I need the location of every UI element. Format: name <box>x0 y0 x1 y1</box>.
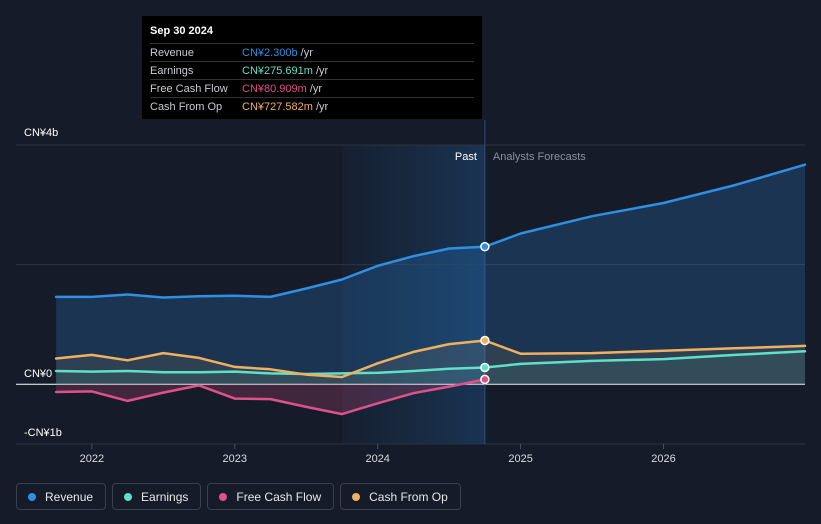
revenue-area <box>56 164 806 385</box>
legend-item-earnings[interactable]: Earnings <box>112 483 202 510</box>
tooltip-label: Revenue <box>150 46 195 59</box>
free-cash-flow-marker <box>480 374 490 385</box>
tooltip-label: Free Cash Flow <box>150 82 228 95</box>
tooltip-unit: /yr <box>300 46 313 59</box>
tooltip-unit: /yr <box>315 100 329 113</box>
tooltip-row-cash-from-op: Cash From Op CN¥727.582m /yr <box>150 97 474 115</box>
free-cash-flow-area <box>56 379 485 415</box>
tooltip-unit: /yr <box>309 82 323 95</box>
tooltip-row-free-cash-flow: Free Cash Flow CN¥80.909m /yr <box>150 79 474 97</box>
tooltip-row-earnings: Earnings CN¥275.691m /yr <box>150 61 474 79</box>
tooltip-row-revenue: Revenue CN¥2.300b /yr <box>150 43 474 61</box>
y-tick-label: -CN¥1b <box>24 427 62 439</box>
earnings-area <box>56 351 806 385</box>
tooltip-label: Cash From Op <box>150 100 223 113</box>
past-label: Past <box>455 151 477 163</box>
y-tick-label: CN¥0 <box>24 368 52 380</box>
legend-label: Cash From Op <box>369 489 448 504</box>
free-cash-flow-line <box>54 378 487 416</box>
forecast-label: Analysts Forecasts <box>493 151 586 163</box>
x-tick-label: 2023 <box>223 453 247 465</box>
legend-label: Revenue <box>45 489 94 504</box>
cash-from-op-line <box>54 339 807 379</box>
cash-from-op-dot-icon <box>352 492 361 501</box>
x-tick-label: 2025 <box>508 453 532 465</box>
y-tick-label: CN¥4b <box>24 127 58 139</box>
tooltip-value: CN¥727.582m <box>242 100 313 113</box>
legend-item-cash-from-op[interactable]: Cash From Op <box>340 483 461 510</box>
tooltip-value: CN¥80.909m <box>242 82 307 95</box>
x-tick-label: 2022 <box>80 453 104 465</box>
revenue-marker <box>480 241 490 252</box>
tooltip-date: Sep 30 2024 <box>150 25 213 37</box>
tooltip: Sep 30 2024 Revenue CN¥2.300b /yr Earnin… <box>142 16 482 119</box>
legend-item-revenue[interactable]: Revenue <box>16 483 107 510</box>
earnings-dot-icon <box>124 492 133 501</box>
legend-item-free-cash-flow[interactable]: Free Cash Flow <box>207 483 335 510</box>
tooltip-value: CN¥2.300b <box>242 46 298 59</box>
legend-label: Free Cash Flow <box>236 489 322 504</box>
free-cash-flow-dot-icon <box>219 492 228 501</box>
tooltip-unit: /yr <box>315 64 329 77</box>
tooltip-value: CN¥275.691m <box>242 64 313 77</box>
x-tick-label: 2026 <box>651 453 675 465</box>
legend: Revenue Earnings Free Cash Flow Cash Fro… <box>16 483 461 510</box>
earnings-marker <box>480 362 490 373</box>
tooltip-label: Earnings <box>150 64 194 77</box>
legend-label: Earnings <box>141 489 189 504</box>
revenue-line <box>54 163 807 299</box>
cash-from-op-marker <box>480 335 490 346</box>
x-tick-label: 2024 <box>365 453 389 465</box>
earnings-line <box>54 350 807 376</box>
revenue-dot-icon <box>28 492 36 501</box>
